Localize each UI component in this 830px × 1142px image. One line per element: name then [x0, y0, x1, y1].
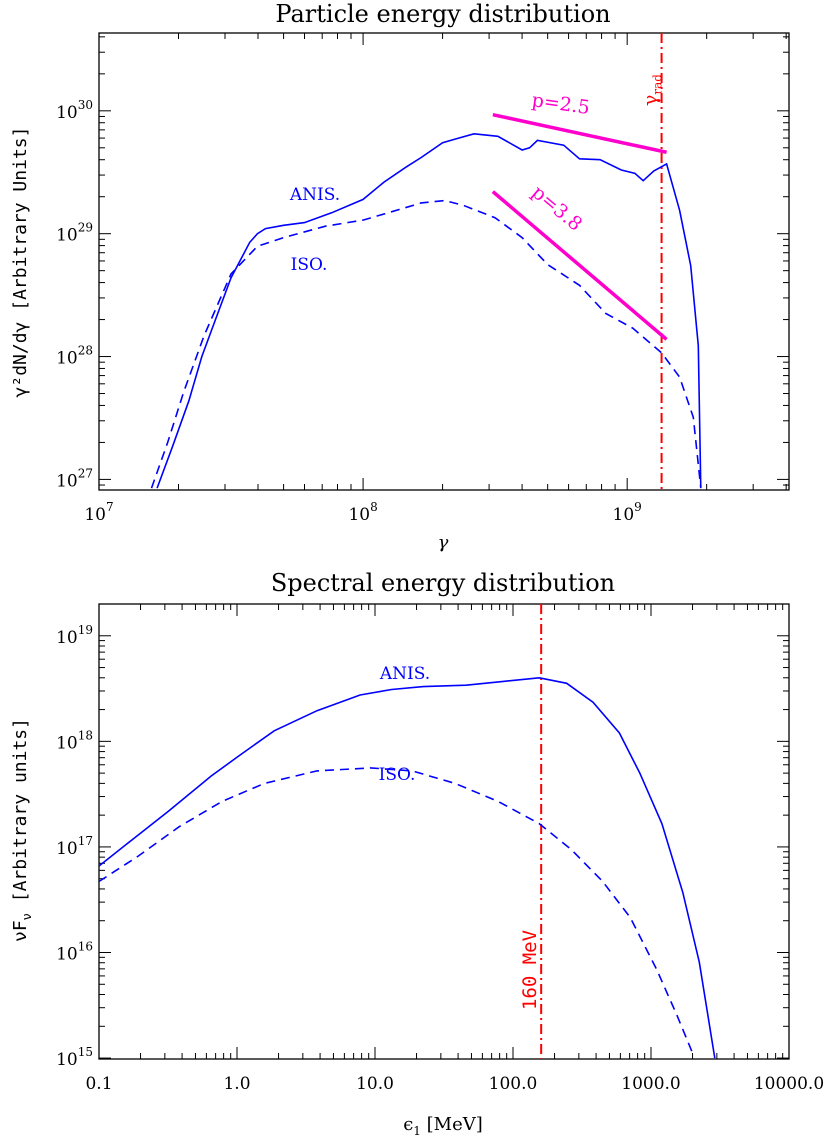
tick-exponent: 28	[78, 344, 93, 358]
fit-label: p=2.5	[530, 89, 591, 119]
series-line-anis	[99, 676, 716, 1059]
tick-base: 10	[56, 226, 78, 246]
y-axis-symbol: νF	[10, 920, 31, 942]
tick-exponent: 17	[78, 834, 93, 848]
vertical-marker-label: γrad	[640, 74, 665, 106]
series-label-anis: ANIS.	[289, 185, 340, 205]
x-tick-label: 108	[348, 500, 377, 525]
vertical-marker-label: 160 MeV	[519, 930, 541, 1010]
x-tick-label: 10.0	[356, 1074, 394, 1094]
tick-exponent: 15	[78, 1045, 93, 1059]
tick-base: 10	[56, 628, 78, 648]
x-tick-label: 0.1	[85, 1074, 112, 1094]
tick-exponent: 29	[78, 221, 93, 235]
marker-subscript: rad	[651, 74, 665, 95]
series-label-anis: ANIS.	[379, 664, 430, 684]
chart-title: Spectral energy distribution	[271, 569, 615, 597]
tick-exponent: 30	[78, 98, 93, 112]
spectral-energy-panel: Spectral energy distribution ϵ1 [MeV] νF…	[10, 569, 824, 1138]
power-law-fit-line	[492, 112, 667, 154]
y-tick-label: 1030	[56, 98, 93, 123]
x-axis-subscript: 1	[413, 1124, 421, 1138]
particle-energy-panel: Particle energy distribution γ γ²dN/dγ […	[10, 0, 790, 553]
marker-symbol: γ	[640, 95, 662, 106]
tick-base: 10	[56, 733, 78, 753]
tick-base: 10	[56, 349, 78, 369]
tick-base: 10	[56, 471, 78, 491]
tick-base: 10	[56, 945, 78, 965]
tick-exponent: 18	[78, 728, 93, 742]
tick-base: 10	[56, 1050, 78, 1070]
chart-title: Particle energy distribution	[275, 0, 610, 28]
y-tick-label: 1017	[56, 834, 93, 859]
tick-exponent: 19	[78, 623, 93, 637]
x-axis-label: ϵ1 [MeV]	[403, 1114, 483, 1138]
series-line-iso	[150, 199, 702, 489]
y-tick-label: 1027	[56, 466, 93, 491]
y-tick-label: 1015	[56, 1045, 93, 1070]
x-axis-label: γ	[438, 532, 449, 553]
y-axis-label: γ²dN/dγ [Arbitrary Units]	[10, 127, 31, 398]
tick-exponent: 8	[370, 500, 378, 514]
power-law-fit-line	[491, 190, 668, 341]
tick-marks	[98, 603, 790, 1059]
tick-exponent: 27	[78, 466, 93, 480]
tick-base: 10	[84, 505, 106, 525]
x-tick-label: 1000.0	[621, 1074, 680, 1094]
tick-base: 10	[56, 103, 78, 123]
x-tick-label: 1.0	[223, 1074, 250, 1094]
tick-marks	[98, 33, 789, 490]
tick-base: 10	[348, 505, 370, 525]
series-label-iso: ISO.	[291, 255, 328, 275]
series-line-anis	[156, 132, 702, 489]
x-tick-label: 109	[613, 500, 642, 525]
y-tick-label: 1018	[56, 728, 93, 753]
y-axis-unit: [Arbitrary units]	[10, 718, 31, 913]
plot-frame	[98, 603, 790, 1060]
tick-base: 10	[613, 505, 635, 525]
plot-frame	[98, 32, 790, 491]
tick-exponent: 7	[106, 500, 114, 514]
y-tick-label: 1016	[56, 940, 93, 965]
x-axis-symbol: ϵ	[403, 1114, 413, 1135]
y-tick-label: 1019	[56, 623, 93, 648]
series-line-iso	[99, 767, 695, 1057]
tick-base: 10	[56, 839, 78, 859]
y-axis-subscript: ν	[20, 913, 34, 920]
tick-exponent: 9	[634, 500, 642, 514]
y-axis-label: νFν [Arbitrary units]	[10, 718, 34, 942]
y-tick-label: 1028	[56, 344, 93, 369]
y-tick-label: 1029	[56, 221, 93, 246]
x-axis-unit: [MeV]	[421, 1114, 483, 1135]
x-tick-label: 100.0	[489, 1074, 538, 1094]
x-tick-label: 10000.0	[754, 1074, 824, 1094]
x-tick-label: 107	[84, 500, 113, 525]
tick-exponent: 16	[78, 940, 93, 954]
series-label-iso: ISO.	[379, 765, 416, 785]
